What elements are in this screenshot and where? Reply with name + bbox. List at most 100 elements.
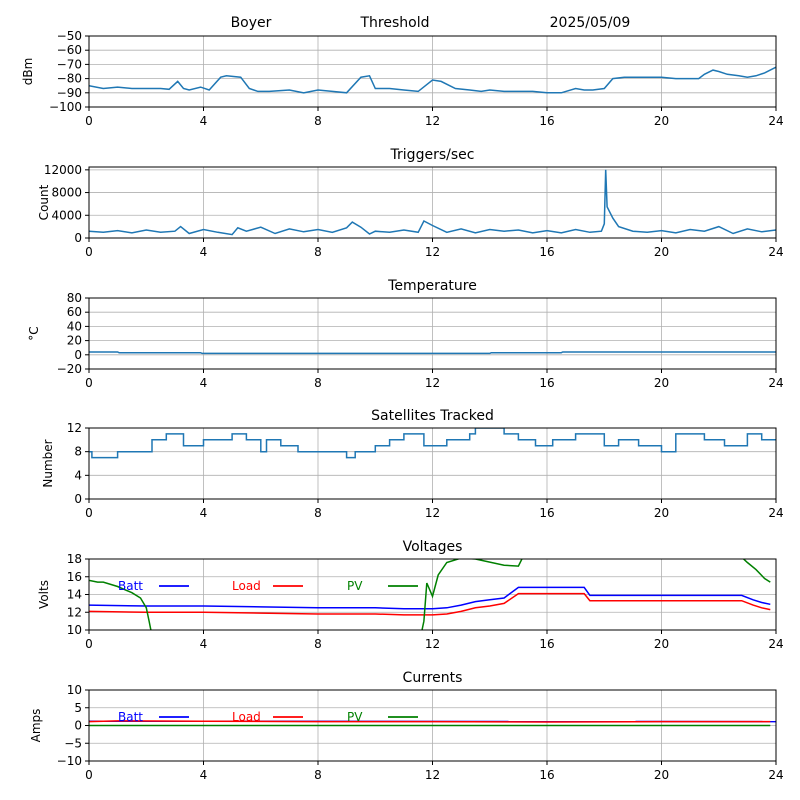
x-tick-label: 4 [200, 245, 208, 259]
x-tick-label: 16 [539, 245, 554, 259]
legend-label-pv: PV [347, 710, 363, 724]
chart-title: Triggers/sec [390, 147, 475, 163]
chart-title: Satellites Tracked [371, 408, 494, 424]
y-axis-label: Count [37, 184, 51, 220]
x-tick-label: 20 [654, 637, 669, 651]
x-tick-label: 8 [314, 637, 322, 651]
x-tick-label: 20 [654, 376, 669, 390]
x-tick-label: 0 [85, 637, 93, 651]
y-tick-label: 40 [67, 319, 82, 333]
y-tick-label: 20 [67, 334, 82, 348]
series-line-pv-1 [421, 559, 523, 630]
header-station: Boyer [231, 15, 272, 31]
y-tick-label: −5 [64, 736, 82, 750]
y-tick-label: 0 [74, 348, 82, 362]
x-tick-label: 4 [200, 376, 208, 390]
x-tick-label: 16 [539, 376, 554, 390]
y-tick-label: −70 [57, 57, 82, 71]
series-line-pv-2 [742, 559, 771, 583]
x-tick-label: 24 [768, 114, 783, 128]
x-tick-label: 12 [425, 376, 440, 390]
x-tick-label: 12 [425, 637, 440, 651]
panel-signal: 0 4 8 12 16 20 24 −100−90−80−70−60−50 dBm [21, 29, 784, 128]
x-tick-label: 12 [425, 245, 440, 259]
legend-label-batt: Batt [118, 579, 143, 593]
x-tick-label: 20 [654, 768, 669, 782]
y-tick-label: 12 [67, 605, 82, 619]
y-tick-label: 8 [74, 445, 82, 459]
x-tick-label: 8 [314, 245, 322, 259]
legend-label-load: Load [232, 579, 261, 593]
y-tick-label: 16 [67, 570, 82, 584]
y-tick-label: 5 [74, 701, 82, 715]
y-tick-label: 14 [67, 588, 82, 602]
y-tick-label: 4 [74, 468, 82, 482]
x-tick-label: 20 [654, 114, 669, 128]
chart-title: Currents [403, 670, 463, 686]
legend-label-batt: Batt [118, 710, 143, 724]
series-line-pv [89, 579, 152, 630]
x-tick-label: 4 [200, 114, 208, 128]
y-axis-label: Number [41, 439, 55, 487]
chart-panels: 0 4 8 12 16 20 24 −100−90−80−70−60 −5 0 dBm 0 4 8 12 16… [21, 29, 784, 782]
panel-currents: 0 4 8 12 16 20 24 −10 −5 0 5 10 Currents Amps Batt Load… [29, 670, 784, 782]
series-line-load [89, 592, 771, 616]
y-tick-label: 18 [67, 552, 82, 566]
x-tick-label: 0 [85, 506, 93, 520]
x-tick-label: 8 [314, 768, 322, 782]
panel-satellites: 0 4 8 12 16 20 24 0 4 8 12 Satellites Tracked Number [41, 408, 784, 520]
x-tick-label: 4 [200, 506, 208, 520]
y-tick-label: 12 [67, 421, 82, 435]
y-tick-label: 10 [67, 683, 82, 697]
x-tick-label: 20 [654, 245, 669, 259]
chart-title: Voltages [403, 539, 463, 555]
y-tick-label: −60 [57, 43, 82, 57]
header-mode: Threshold [360, 15, 430, 31]
panel-triggers: 0 4 8 12 16 20 24 0 4000 8000 12000 Triggers/sec Cou… [37, 147, 784, 259]
x-tick-label: 16 [539, 637, 554, 651]
y-tick-label: 0 [74, 231, 82, 245]
x-tick-label: 16 [539, 114, 554, 128]
y-tick-label: 8000 [51, 186, 82, 200]
x-tick-label: 0 [85, 245, 93, 259]
series-line-signal [89, 66, 776, 94]
x-tick-label: 20 [654, 506, 669, 520]
y-tick-label: −90 [57, 86, 82, 100]
legend-label-load: Load [232, 710, 261, 724]
x-tick-label: 24 [768, 637, 783, 651]
y-tick-label: 80 [67, 291, 82, 305]
x-tick-label: 12 [425, 506, 440, 520]
y-tick-label: 12000 [44, 163, 82, 177]
chart-title: Temperature [387, 278, 477, 294]
x-tick-label: 16 [539, 506, 554, 520]
x-tick-label: 12 [425, 768, 440, 782]
series-line-load [89, 720, 771, 723]
y-tick-label: 0 [74, 719, 82, 733]
x-tick-label: 24 [768, 768, 783, 782]
x-tick-label: 24 [768, 376, 783, 390]
y-tick-label: 0 [74, 492, 82, 506]
header-date: 2025/05/09 [550, 15, 631, 31]
y-tick-label: −20 [57, 362, 82, 376]
y-tick-label: 60 [67, 305, 82, 319]
x-tick-label: 8 [314, 506, 322, 520]
x-tick-label: 24 [768, 506, 783, 520]
x-tick-label: 8 [314, 114, 322, 128]
x-tick-label: 12 [425, 114, 440, 128]
x-tick-label: 4 [200, 768, 208, 782]
series-line-triggers [89, 169, 776, 236]
y-axis-label: dBm [21, 58, 35, 86]
x-tick-label: 24 [768, 245, 783, 259]
y-axis-label: Volts [37, 580, 51, 609]
y-tick-label: 10 [67, 623, 82, 637]
y-tick-label: −80 [57, 72, 82, 86]
y-tick-label: −100 [49, 100, 82, 114]
panel-voltages: 0 4 8 12 16 20 24 10 12 14 16 18 Voltages Volts Batt Lo… [37, 539, 784, 651]
x-tick-label: 8 [314, 376, 322, 390]
legend-label-pv: PV [347, 579, 363, 593]
y-tick-label: 4000 [51, 208, 82, 222]
y-axis-label: Amps [29, 709, 43, 743]
x-tick-label: 16 [539, 768, 554, 782]
